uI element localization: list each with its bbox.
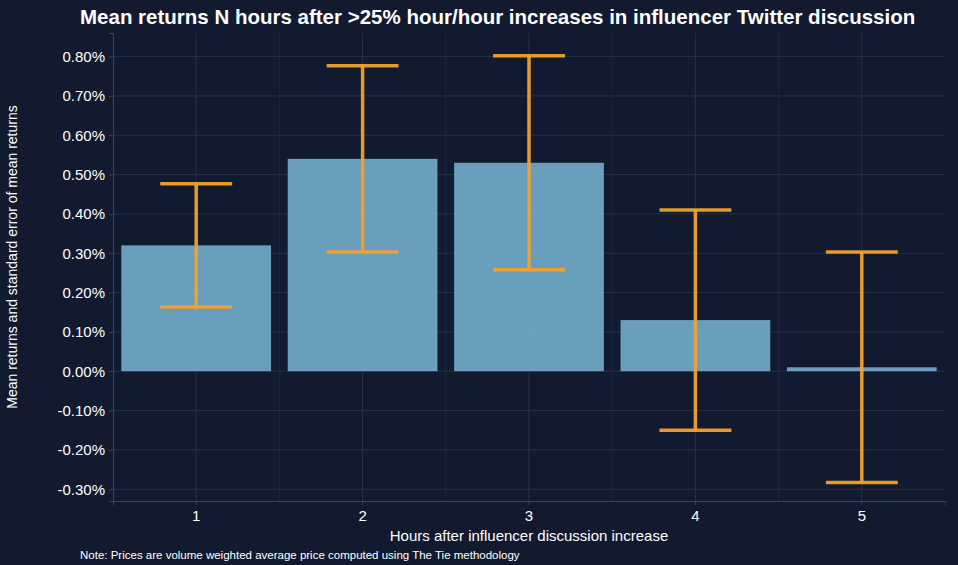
error-stem <box>361 66 365 252</box>
tick-label: 0.40% <box>62 205 105 222</box>
tick-mark <box>109 57 113 58</box>
x-axis: 1 2 3 4 5 <box>114 501 946 524</box>
tick-mark <box>109 411 113 412</box>
error-cap <box>493 54 565 58</box>
tick-mark <box>109 371 113 372</box>
marks <box>121 56 936 483</box>
tick-label: 0.20% <box>62 284 105 301</box>
y-axis-title: Mean returns and standard error of mean … <box>4 105 20 409</box>
error-cap <box>659 208 731 212</box>
tick-mark <box>861 501 862 505</box>
error-bar <box>327 66 399 252</box>
grid <box>113 33 945 501</box>
tick-mark <box>109 450 113 451</box>
error-cap <box>327 64 399 68</box>
tick: 4 <box>691 501 699 524</box>
minor-grid-line <box>445 33 446 501</box>
tick-label: -0.10% <box>57 402 105 419</box>
tick: 0.70% <box>62 87 113 104</box>
tick-label: 2 <box>358 507 366 524</box>
tick: 5 <box>858 501 866 524</box>
tick-label: 0.70% <box>62 87 105 104</box>
minor-grid-line <box>778 33 779 501</box>
note: Note: Prices are volume weighted average… <box>80 549 520 561</box>
tick-mark <box>109 293 113 294</box>
grid-line <box>529 33 530 501</box>
error-cap <box>659 428 731 432</box>
tick: 0.30% <box>62 245 113 262</box>
tick-label: 4 <box>691 507 699 524</box>
tick-label: 0.30% <box>62 245 105 262</box>
tick-label: -0.20% <box>57 441 105 458</box>
error-stem <box>694 210 698 430</box>
tick: -0.10% <box>57 402 113 419</box>
error-bar <box>659 210 731 430</box>
grid-line <box>113 56 945 57</box>
tick-mark <box>109 489 113 490</box>
tick-mark <box>109 175 113 176</box>
error-stem <box>860 252 864 482</box>
minor-grid-line <box>612 33 613 501</box>
tick-mark <box>695 501 696 505</box>
tick: 0.60% <box>62 127 113 144</box>
minor-grid-line <box>279 33 280 501</box>
tick: -0.30% <box>57 481 113 498</box>
grid-line <box>861 33 862 501</box>
error-cap <box>826 250 898 254</box>
tick: 0.80% <box>62 48 113 65</box>
tick-label: 0.50% <box>62 166 105 183</box>
tick-mark <box>109 96 113 97</box>
tick: 1 <box>192 501 200 524</box>
tick-label: 0.80% <box>62 48 105 65</box>
tick-label: -0.30% <box>57 481 105 498</box>
chart: -0.30% -0.20% -0.10% 0.00% 0.10% 0.20% 0.30% 0.… <box>0 0 958 565</box>
tick: 0.50% <box>62 166 113 183</box>
tick: 0.20% <box>62 284 113 301</box>
tick-label: 0.60% <box>62 127 105 144</box>
tick-label: 1 <box>192 507 200 524</box>
tick-label: 3 <box>525 507 533 524</box>
error-stem <box>527 56 531 270</box>
tick: -0.20% <box>57 441 113 458</box>
tick-mark <box>529 501 530 505</box>
tick-mark <box>362 501 363 505</box>
error-bar <box>826 252 898 482</box>
tick-mark <box>109 135 113 136</box>
tick: 2 <box>358 501 366 524</box>
error-cap <box>160 182 232 186</box>
tick-label: 0.10% <box>62 323 105 340</box>
tick: 3 <box>525 501 533 524</box>
tick: 0.10% <box>62 323 113 340</box>
axis-line <box>114 502 946 506</box>
title: Mean returns N hours after >25% hour/hou… <box>80 5 915 28</box>
error-cap <box>493 268 565 272</box>
error-cap <box>826 481 898 485</box>
tick: 0.00% <box>62 363 113 380</box>
tick-mark <box>109 214 113 215</box>
error-cap <box>327 250 399 254</box>
y-axis: -0.30% -0.20% -0.10% 0.00% 0.10% 0.20% 0.30% 0.… <box>57 34 113 502</box>
tick-label: 5 <box>858 507 866 524</box>
error-bar <box>160 184 232 307</box>
error-stem <box>194 184 198 307</box>
x-axis-title: Hours after influencer discussion increa… <box>390 527 668 544</box>
tick: 0.40% <box>62 205 113 222</box>
axis-line <box>109 34 114 502</box>
grid-line <box>196 33 197 501</box>
error-cap <box>160 305 232 309</box>
tick-label: 0.00% <box>62 363 105 380</box>
background <box>0 0 958 565</box>
tick-mark <box>109 332 113 333</box>
tick-mark <box>109 253 113 254</box>
error-bar <box>493 56 565 270</box>
plot: -0.30% -0.20% -0.10% 0.00% 0.10% 0.20% 0.30% 0.… <box>57 33 945 524</box>
tick-mark <box>196 501 197 505</box>
